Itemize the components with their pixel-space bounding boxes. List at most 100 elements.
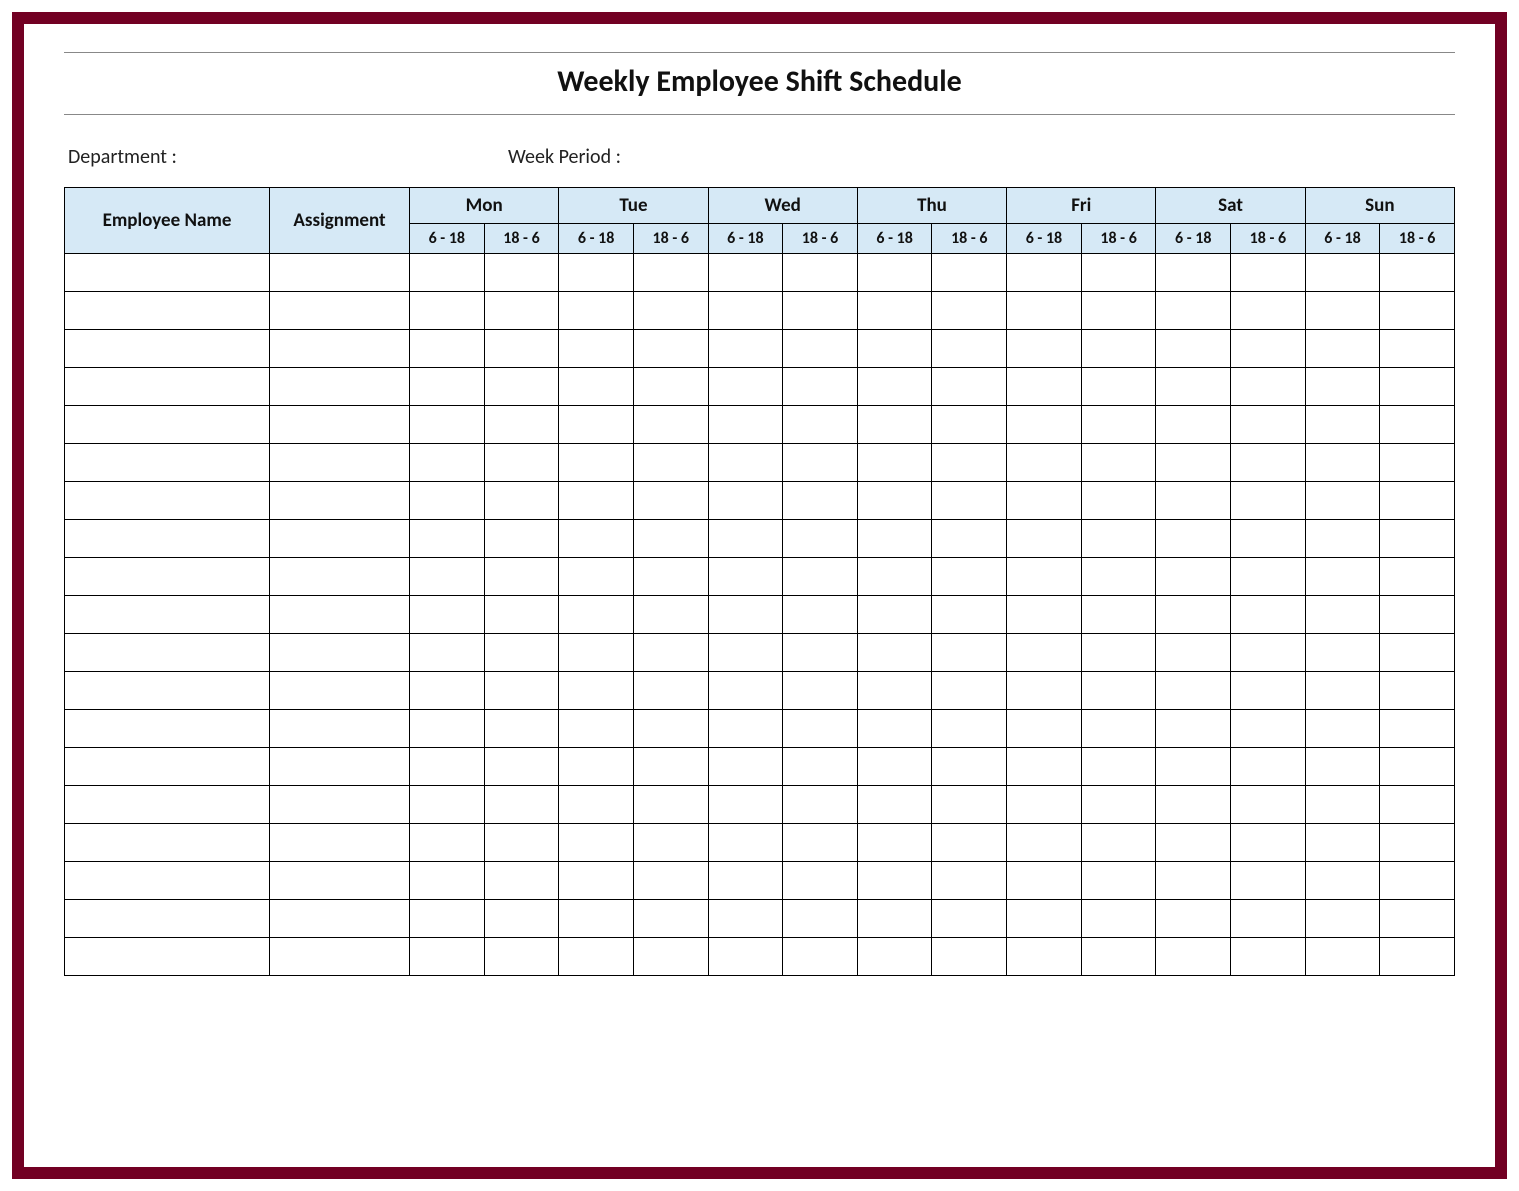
table-cell[interactable] xyxy=(410,368,485,406)
table-cell[interactable] xyxy=(857,748,932,786)
table-cell[interactable] xyxy=(1305,368,1380,406)
table-cell[interactable] xyxy=(1231,558,1306,596)
table-cell[interactable] xyxy=(1007,254,1082,292)
table-cell[interactable] xyxy=(708,558,783,596)
table-cell[interactable] xyxy=(410,406,485,444)
table-cell[interactable] xyxy=(932,596,1007,634)
table-cell[interactable] xyxy=(932,938,1007,976)
table-cell[interactable] xyxy=(783,254,858,292)
table-cell[interactable] xyxy=(708,862,783,900)
table-cell[interactable] xyxy=(559,748,634,786)
table-cell[interactable] xyxy=(1007,710,1082,748)
table-cell[interactable] xyxy=(1156,596,1231,634)
table-cell[interactable] xyxy=(559,368,634,406)
table-cell[interactable] xyxy=(410,254,485,292)
table-cell[interactable] xyxy=(559,292,634,330)
table-cell[interactable] xyxy=(484,444,559,482)
table-cell[interactable] xyxy=(559,634,634,672)
table-cell[interactable] xyxy=(1380,292,1455,330)
table-cell[interactable] xyxy=(1156,824,1231,862)
table-cell[interactable] xyxy=(1007,406,1082,444)
table-cell[interactable] xyxy=(1305,596,1380,634)
table-cell[interactable] xyxy=(270,786,410,824)
table-cell[interactable] xyxy=(932,786,1007,824)
table-cell[interactable] xyxy=(1156,938,1231,976)
table-cell[interactable] xyxy=(1156,748,1231,786)
table-cell[interactable] xyxy=(1305,862,1380,900)
table-cell[interactable] xyxy=(857,482,932,520)
table-cell[interactable] xyxy=(783,482,858,520)
table-cell[interactable] xyxy=(932,862,1007,900)
table-cell[interactable] xyxy=(270,824,410,862)
table-cell[interactable] xyxy=(932,330,1007,368)
table-cell[interactable] xyxy=(1380,558,1455,596)
table-cell[interactable] xyxy=(708,634,783,672)
table-cell[interactable] xyxy=(1305,330,1380,368)
table-cell[interactable] xyxy=(1380,444,1455,482)
table-cell[interactable] xyxy=(65,672,270,710)
table-cell[interactable] xyxy=(270,672,410,710)
table-cell[interactable] xyxy=(410,672,485,710)
table-cell[interactable] xyxy=(1081,330,1156,368)
table-cell[interactable] xyxy=(857,786,932,824)
table-cell[interactable] xyxy=(633,710,708,748)
table-cell[interactable] xyxy=(857,938,932,976)
table-cell[interactable] xyxy=(1305,482,1380,520)
table-cell[interactable] xyxy=(633,862,708,900)
table-cell[interactable] xyxy=(1380,786,1455,824)
table-cell[interactable] xyxy=(1231,824,1306,862)
table-cell[interactable] xyxy=(1231,406,1306,444)
table-cell[interactable] xyxy=(484,862,559,900)
table-cell[interactable] xyxy=(1380,254,1455,292)
table-cell[interactable] xyxy=(708,748,783,786)
table-cell[interactable] xyxy=(1156,786,1231,824)
table-cell[interactable] xyxy=(65,748,270,786)
table-cell[interactable] xyxy=(1305,786,1380,824)
table-cell[interactable] xyxy=(65,558,270,596)
table-cell[interactable] xyxy=(410,862,485,900)
table-cell[interactable] xyxy=(708,406,783,444)
table-cell[interactable] xyxy=(1231,520,1306,558)
table-cell[interactable] xyxy=(65,444,270,482)
table-cell[interactable] xyxy=(559,862,634,900)
table-cell[interactable] xyxy=(484,672,559,710)
table-cell[interactable] xyxy=(783,444,858,482)
table-cell[interactable] xyxy=(633,748,708,786)
table-cell[interactable] xyxy=(410,710,485,748)
table-cell[interactable] xyxy=(857,862,932,900)
table-cell[interactable] xyxy=(1156,406,1231,444)
table-cell[interactable] xyxy=(1081,824,1156,862)
table-cell[interactable] xyxy=(932,254,1007,292)
table-cell[interactable] xyxy=(270,292,410,330)
table-cell[interactable] xyxy=(1007,482,1082,520)
table-cell[interactable] xyxy=(708,786,783,824)
table-cell[interactable] xyxy=(1156,292,1231,330)
table-cell[interactable] xyxy=(1231,748,1306,786)
table-cell[interactable] xyxy=(1231,786,1306,824)
table-cell[interactable] xyxy=(559,558,634,596)
table-cell[interactable] xyxy=(270,558,410,596)
table-cell[interactable] xyxy=(484,634,559,672)
table-cell[interactable] xyxy=(270,520,410,558)
table-cell[interactable] xyxy=(559,254,634,292)
table-cell[interactable] xyxy=(708,596,783,634)
table-cell[interactable] xyxy=(410,292,485,330)
table-cell[interactable] xyxy=(857,596,932,634)
table-cell[interactable] xyxy=(633,444,708,482)
table-cell[interactable] xyxy=(1380,938,1455,976)
table-cell[interactable] xyxy=(65,938,270,976)
table-cell[interactable] xyxy=(1081,558,1156,596)
table-cell[interactable] xyxy=(783,558,858,596)
table-cell[interactable] xyxy=(857,520,932,558)
table-cell[interactable] xyxy=(65,710,270,748)
table-cell[interactable] xyxy=(857,406,932,444)
table-cell[interactable] xyxy=(65,254,270,292)
table-cell[interactable] xyxy=(783,292,858,330)
table-cell[interactable] xyxy=(1380,596,1455,634)
table-cell[interactable] xyxy=(1007,634,1082,672)
table-cell[interactable] xyxy=(270,748,410,786)
table-cell[interactable] xyxy=(65,900,270,938)
table-cell[interactable] xyxy=(270,406,410,444)
table-cell[interactable] xyxy=(857,444,932,482)
table-cell[interactable] xyxy=(857,292,932,330)
